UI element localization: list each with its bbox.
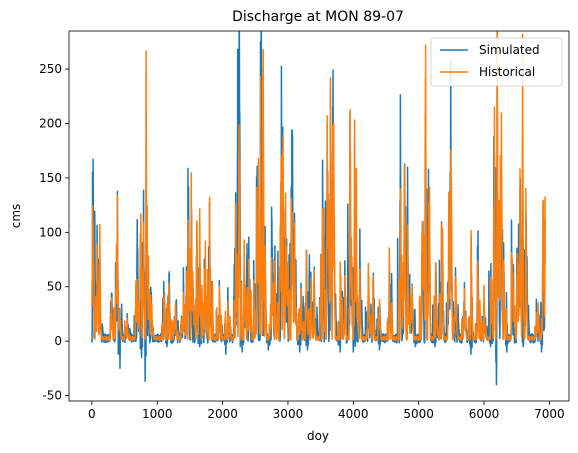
legend: Simulated Historical: [430, 37, 563, 87]
x-tick-label: 2000: [207, 407, 238, 421]
plot-area: [91, 31, 546, 386]
series-layer: [91, 31, 546, 386]
y-axis-label: cms: [9, 204, 23, 229]
legend-label-simulated: Simulated: [479, 43, 540, 57]
x-tick-label: 0: [88, 407, 96, 421]
y-tick-label: 250: [39, 62, 62, 76]
y-tick-label: 150: [39, 171, 62, 185]
y-tick-label: 50: [47, 280, 62, 294]
y-tick-label: 200: [39, 117, 62, 131]
x-tick-label: 6000: [469, 407, 500, 421]
x-tick-label: 5000: [403, 407, 434, 421]
plot-frame: [68, 30, 570, 402]
x-tick-label: 1000: [142, 407, 173, 421]
y-tick-label: -50: [42, 389, 62, 403]
x-tick-label: 3000: [273, 407, 304, 421]
y-tick-label: 0: [54, 334, 62, 348]
y-axis: -50 0 50 100 150 200 250: [39, 62, 69, 403]
y-tick-label: 100: [39, 225, 62, 239]
x-axis-label: doy: [307, 429, 329, 443]
x-tick-label: 7000: [534, 407, 565, 421]
legend-label-historical: Historical: [479, 65, 535, 79]
x-tick-label: 4000: [338, 407, 369, 421]
x-axis: 0 1000 2000 3000 4000 5000 6000 7000: [88, 401, 565, 421]
series-line-historical: [91, 31, 546, 341]
chart-title: Discharge at MON 89-07: [232, 9, 404, 25]
